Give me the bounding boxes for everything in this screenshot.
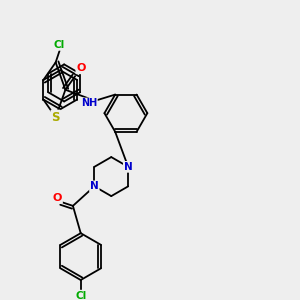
Text: Cl: Cl bbox=[75, 291, 86, 300]
Text: O: O bbox=[76, 63, 86, 73]
Text: N: N bbox=[90, 181, 99, 191]
Text: Cl: Cl bbox=[54, 40, 65, 50]
Text: S: S bbox=[51, 111, 60, 124]
Text: NH: NH bbox=[81, 98, 97, 108]
Text: O: O bbox=[52, 193, 62, 203]
Text: N: N bbox=[124, 162, 133, 172]
